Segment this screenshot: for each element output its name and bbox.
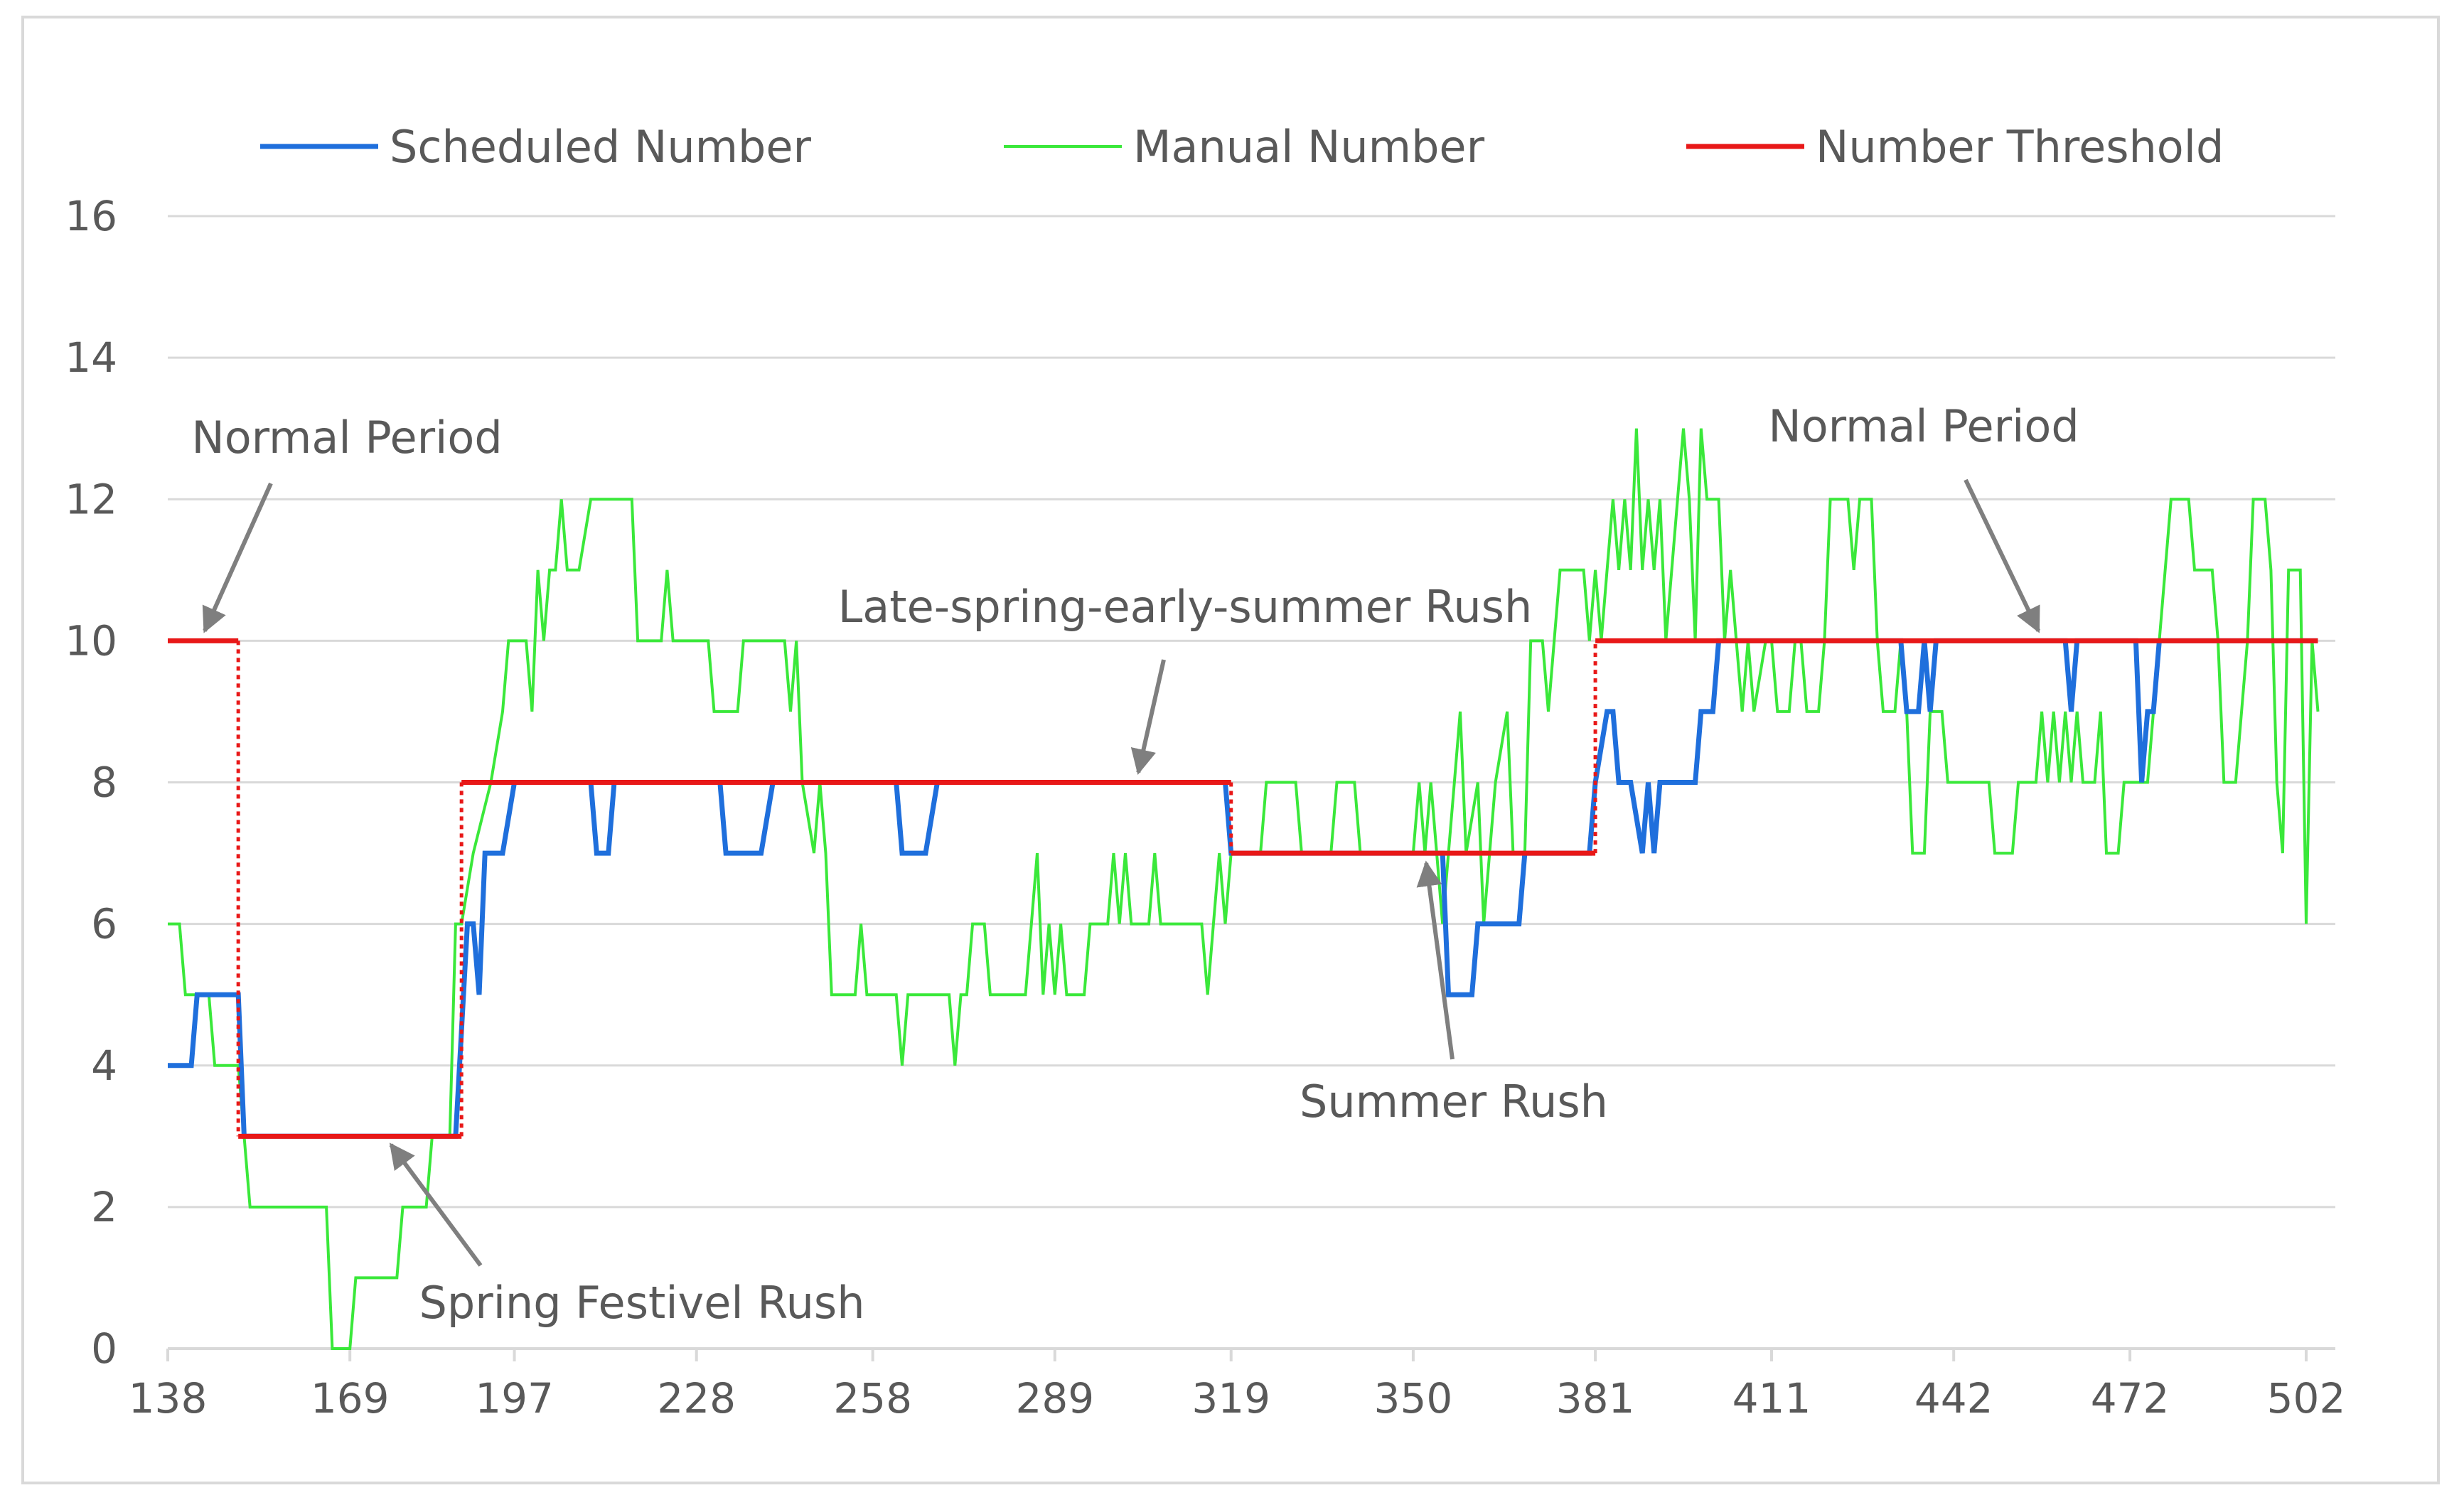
x-tick-label: 472 (2091, 1374, 2170, 1423)
axes: 0 2 4 6 8 10 12 14 16 138 169 197 228 258 289 319 350 381… (65, 192, 2345, 1423)
x-tick-label: 411 (1732, 1374, 1811, 1423)
x-tick-label: 138 (129, 1374, 208, 1423)
legend-label: Manual Number (1133, 121, 1485, 173)
y-tick-label: 10 (65, 616, 117, 665)
x-tick-label: 289 (1015, 1374, 1094, 1423)
scheduled-number-line (168, 638, 2318, 1139)
annotation-arrow (1416, 860, 1455, 1060)
x-tick-label: 319 (1191, 1374, 1270, 1423)
annotation-label: Normal Period (1768, 400, 2079, 452)
x-tick-label: 197 (475, 1374, 554, 1423)
manual-number-line (168, 428, 2320, 1350)
y-tick-label: 8 (91, 759, 117, 807)
chart-frame (21, 16, 2440, 1484)
x-tick-label: 381 (1556, 1374, 1635, 1423)
y-tick-label: 2 (91, 1183, 117, 1231)
x-tick-label: 502 (2267, 1374, 2346, 1423)
annotation-arrow (202, 482, 273, 633)
x-tick-label: 350 (1374, 1374, 1453, 1423)
y-tick-label: 0 (91, 1324, 117, 1373)
annotation-label: Spring Festivel Rush (419, 1277, 865, 1329)
x-tick-label: 169 (311, 1374, 390, 1423)
x-tick-label: 442 (1914, 1374, 1993, 1423)
annotation-label: Summer Rush (1300, 1076, 1608, 1128)
y-tick-label: 4 (91, 1041, 117, 1090)
annotation-arrow (1130, 659, 1166, 776)
y-tick-label: 12 (65, 475, 117, 523)
annotations: Normal Period Spring Festivel Rush Late-sp… (191, 400, 2079, 1329)
y-tick-label: 16 (65, 192, 117, 240)
legend-label: Number Threshold (1816, 121, 2224, 173)
x-tick-label: 258 (833, 1374, 912, 1423)
legend: Scheduled Number Manual Number Number Thre… (260, 121, 2224, 173)
y-tick-label: 14 (65, 333, 117, 382)
series (168, 428, 2320, 1350)
annotation-label: Normal Period (191, 412, 502, 464)
y-tick-label: 6 (91, 900, 117, 948)
annotation-arrow (1964, 478, 2041, 633)
legend-label: Scheduled Number (390, 121, 812, 173)
x-tick-label: 228 (657, 1374, 736, 1423)
gridlines (168, 215, 2335, 1209)
annotation-arrow (389, 1142, 483, 1267)
annotation-label: Late-spring-early-summer Rush (838, 581, 1533, 633)
